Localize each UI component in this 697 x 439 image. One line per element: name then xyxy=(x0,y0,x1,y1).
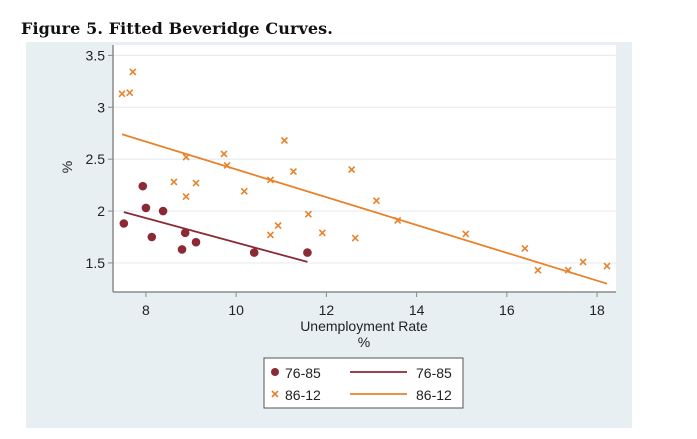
point-86-12 xyxy=(220,150,228,158)
legend-marker-x xyxy=(271,390,279,398)
point-86-12 xyxy=(280,136,288,145)
x-marker-stroke xyxy=(318,229,326,237)
legend-label-76-85-points: 76-85 xyxy=(285,365,321,381)
point-76-85 xyxy=(147,232,157,242)
x-marker-stroke xyxy=(351,234,359,242)
x-marker-stroke xyxy=(280,136,288,145)
y-tick-label: 3 xyxy=(97,99,105,115)
point-86-12 xyxy=(223,161,231,169)
x-marker-stroke xyxy=(170,178,178,186)
y-tick-label: 3.5 xyxy=(86,47,106,63)
point-86-12 xyxy=(182,192,190,201)
x-marker-stroke xyxy=(129,68,137,76)
x-axis-title: Unemployment Rate xyxy=(300,318,428,334)
x-marker-stroke xyxy=(372,197,381,205)
x-tick-label: 18 xyxy=(589,302,605,318)
x-marker-stroke xyxy=(182,153,190,161)
point-86-12 xyxy=(318,229,326,237)
x-marker-stroke xyxy=(564,266,572,274)
x-tick-label: 16 xyxy=(499,302,515,318)
point-86-12 xyxy=(304,210,312,218)
point-86-12 xyxy=(348,165,356,174)
gridlines xyxy=(113,54,616,264)
x-marker-stroke xyxy=(274,222,282,230)
point-76-85 xyxy=(141,203,151,213)
y-tick-label: 2.5 xyxy=(86,151,106,167)
point-86-12 xyxy=(126,89,134,97)
legend-label-86-12-fit: 86-12 xyxy=(416,387,452,403)
point-76-85 xyxy=(191,237,201,247)
point-86-12 xyxy=(579,258,587,266)
legend: 76-85 76-85 86-12 86-12 xyxy=(263,357,464,409)
x-marker-stroke xyxy=(182,192,190,201)
x-marker-stroke xyxy=(348,165,356,174)
legend-box xyxy=(263,357,464,409)
figure-title: Figure 5. Fitted Beveridge Curves. xyxy=(21,19,333,38)
x-marker-stroke xyxy=(223,161,231,169)
y-tick-label: 2 xyxy=(97,203,105,219)
x-marker-stroke xyxy=(118,90,126,98)
x-tick-label: 8 xyxy=(142,302,150,318)
point-86-12 xyxy=(372,197,381,205)
x-tick-label: 12 xyxy=(319,302,335,318)
x-marker-stroke xyxy=(534,266,542,274)
legend-label-76-85-fit: 76-85 xyxy=(416,365,452,381)
x-tick-label: 10 xyxy=(228,302,244,318)
fitted-lines xyxy=(121,133,608,285)
fitted-line-76-85 xyxy=(123,211,308,263)
x-marker-stroke xyxy=(240,187,248,195)
point-76-85 xyxy=(158,206,168,216)
y-axis-title: % xyxy=(59,161,75,173)
x-marker-stroke xyxy=(126,89,134,97)
point-76-85 xyxy=(138,181,148,191)
point-86-12 xyxy=(240,187,248,195)
x-marker-stroke xyxy=(192,179,200,187)
y-tick-label: 1.5 xyxy=(86,255,106,271)
x-tick-label: 14 xyxy=(409,302,425,318)
x-marker-stroke xyxy=(603,262,611,270)
x-marker-stroke xyxy=(266,231,275,239)
point-76-85 xyxy=(249,248,259,257)
point-86-12 xyxy=(118,90,126,98)
x-marker-stroke xyxy=(304,210,312,218)
fitted-line-86-12 xyxy=(121,133,608,285)
point-86-12 xyxy=(182,153,190,161)
point-86-12 xyxy=(274,222,282,230)
point-76-85 xyxy=(180,228,190,238)
x-marker-stroke xyxy=(394,216,402,224)
point-86-12 xyxy=(603,262,611,270)
point-76-85 xyxy=(177,245,187,254)
x-marker-stroke xyxy=(462,230,470,238)
point-76-85 xyxy=(119,219,129,228)
x-marker-stroke xyxy=(579,258,587,266)
point-86-12 xyxy=(521,244,529,252)
point-86-12 xyxy=(351,234,359,242)
plot-background xyxy=(113,45,616,292)
x-marker-stroke xyxy=(521,244,529,252)
y-ticks: 1.5 2 2.5 3 3.5 xyxy=(86,47,113,271)
point-86-12 xyxy=(170,178,178,186)
x-marker-stroke xyxy=(271,390,279,398)
point-86-12 xyxy=(266,231,275,239)
x-ticks: 8 10 12 14 16 18 xyxy=(142,292,605,318)
point-86-12 xyxy=(394,216,402,224)
point-86-12 xyxy=(534,266,542,274)
legend-label-86-12-points: 86-12 xyxy=(285,387,321,403)
point-86-12 xyxy=(129,68,137,76)
x-marker-stroke xyxy=(266,176,275,184)
scatter-points xyxy=(118,68,611,274)
legend-marker-circle xyxy=(271,368,279,376)
x-axis-unit: % xyxy=(358,334,370,350)
point-86-12 xyxy=(462,230,470,238)
point-86-12 xyxy=(266,176,275,184)
point-86-12 xyxy=(289,168,298,176)
x-marker-stroke xyxy=(289,168,298,176)
point-86-12 xyxy=(192,179,200,187)
point-76-85 xyxy=(303,248,312,257)
x-marker-stroke xyxy=(220,150,228,158)
point-86-12 xyxy=(564,266,572,274)
